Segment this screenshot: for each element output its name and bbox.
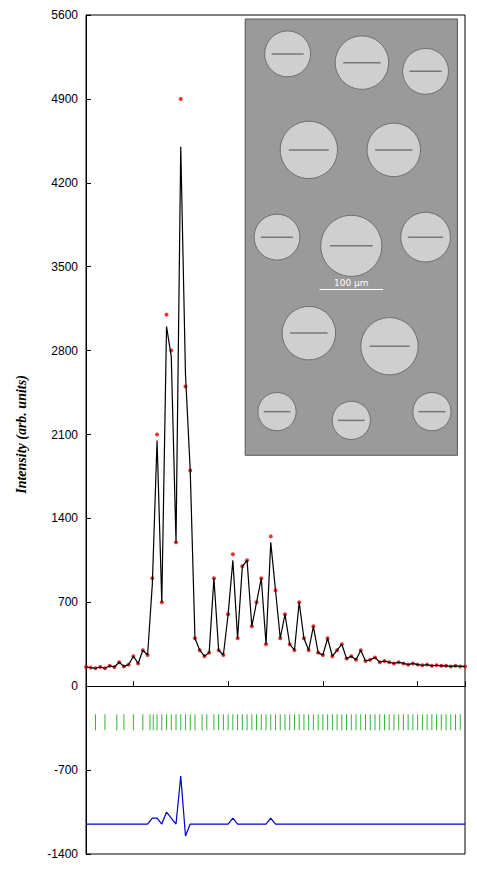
svg-text:0: 0: [71, 679, 78, 693]
svg-text:4200: 4200: [51, 176, 78, 190]
svg-text:700: 700: [58, 595, 78, 609]
svg-text:2100: 2100: [51, 428, 78, 442]
svg-text:-700: -700: [54, 763, 78, 777]
svg-text:1400: 1400: [51, 511, 78, 525]
svg-text:4900: 4900: [51, 92, 78, 106]
svg-text:2800: 2800: [51, 344, 78, 358]
svg-text:Intensity (arb. units): Intensity (arb. units): [14, 375, 30, 495]
svg-text:5600: 5600: [51, 8, 78, 22]
svg-text:3500: 3500: [51, 260, 78, 274]
svg-text:-1400: -1400: [47, 847, 78, 861]
svg-text:100 µm: 100 µm: [334, 278, 369, 288]
